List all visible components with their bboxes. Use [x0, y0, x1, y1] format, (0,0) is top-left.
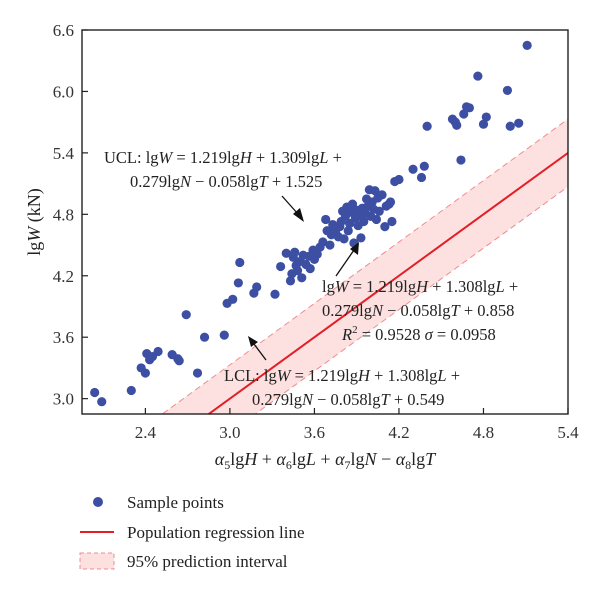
y-tick-label: 3.0	[53, 390, 74, 409]
sample-point	[408, 164, 418, 174]
sample-point	[325, 240, 335, 250]
legend-label-sample-points: Sample points	[127, 493, 224, 512]
sample-point	[339, 234, 349, 244]
sample-point	[374, 206, 384, 216]
ucl-arrow-head	[293, 208, 304, 222]
sample-point	[387, 216, 397, 227]
sample-point	[312, 249, 322, 259]
sample-point	[97, 397, 107, 407]
sample-point	[90, 387, 100, 398]
svg-text:0.279lgN − 0.058lgT + 0.549: 0.279lgN − 0.058lgT + 0.549	[252, 390, 444, 409]
sample-point	[481, 112, 491, 122]
legend-marker-sample-points	[93, 497, 103, 507]
y-axis-title: lgW (kN)	[24, 188, 45, 256]
lcl-annotation: LCL: lgW = 1.219lgH + 1.308lgL + 0.279lg…	[224, 336, 460, 409]
svg-text:lgW = 1.219lgH + 1.308lgL +: lgW = 1.219lgH + 1.308lgL +	[322, 277, 518, 296]
sample-point	[318, 237, 328, 247]
fit-annotation: lgW = 1.219lgH + 1.308lgL + 0.279lgN − 0…	[322, 242, 518, 344]
x-tick-label: 4.2	[388, 423, 409, 442]
svg-text:LCL: lgW = 1.219lgH + 1.308lgL: LCL: lgW = 1.219lgH + 1.308lgL +	[224, 366, 460, 385]
y-tick-label: 6.6	[53, 21, 74, 40]
sample-point	[285, 276, 296, 286]
legend-label-regression-line: Population regression line	[127, 523, 305, 542]
sample-point	[192, 368, 203, 378]
sample-point	[377, 190, 387, 200]
sample-point	[502, 85, 513, 96]
sample-point	[505, 121, 515, 131]
sample-point	[419, 161, 429, 171]
sample-point	[343, 226, 353, 236]
y-tick-label: 5.4	[53, 144, 75, 163]
sample-point	[292, 266, 303, 276]
x-axis-ticks: 2.4 3.0 3.6 4.2 4.8 5.4	[135, 408, 579, 442]
sample-point	[281, 248, 291, 258]
x-tick-label: 2.4	[135, 423, 157, 442]
lcl-arrow-head	[248, 336, 258, 347]
sample-point	[199, 332, 210, 342]
x-axis-title: α5lgH + α6lgL + α7lgN − α8lgT	[215, 449, 437, 472]
y-tick-label: 4.8	[53, 205, 74, 224]
population-regression-line	[207, 152, 568, 414]
sample-point	[394, 174, 404, 185]
ucl-annotation: UCL: lgW = 1.219lgH + 1.309lgL + 0.279lg…	[104, 148, 342, 222]
sample-point	[297, 273, 307, 283]
sample-point	[356, 233, 366, 243]
sample-point	[126, 385, 136, 396]
sample-point	[181, 310, 191, 320]
sample-point	[252, 282, 262, 292]
plot-frame	[81, 29, 569, 415]
sample-point	[233, 278, 243, 288]
fit-arrow	[335, 249, 355, 277]
sample-point	[416, 172, 427, 183]
sample-point	[219, 330, 229, 340]
sample-point	[270, 289, 280, 299]
sample-point	[153, 346, 163, 357]
sample-point	[522, 40, 532, 50]
sample-point	[456, 155, 466, 165]
sample-point	[235, 257, 245, 268]
y-tick-label: 4.2	[53, 267, 74, 286]
legend-marker-prediction-interval	[79, 552, 115, 570]
sample-point	[452, 120, 462, 130]
x-tick-label: 4.8	[473, 423, 494, 442]
sample-point	[464, 103, 474, 113]
y-tick-label: 3.6	[53, 328, 74, 347]
sample-point	[359, 216, 369, 227]
sample-point	[228, 294, 238, 304]
y-axis-ticks: 3.0 3.6 4.2 4.8 5.4 6.0 6.6	[53, 21, 88, 409]
sample-point	[473, 71, 483, 81]
x-tick-label: 5.4	[557, 423, 579, 442]
x-tick-label: 3.6	[304, 423, 325, 442]
lcl-boundary-line	[254, 186, 568, 414]
legend: Sample points Population regression line…	[79, 493, 305, 571]
fit-arrow-head	[350, 242, 359, 255]
svg-text:UCL: lgW = 1.219lgH + 1.309lgL: UCL: lgW = 1.219lgH + 1.309lgL +	[104, 148, 342, 167]
sample-point	[371, 214, 382, 225]
sample-point	[321, 214, 331, 225]
sample-point	[459, 109, 469, 119]
sample-point	[140, 368, 150, 378]
sample-point	[385, 197, 396, 207]
sample-point	[422, 121, 432, 131]
svg-text:R2 = 0.9528 σ = 0.0958: R2 = 0.9528 σ = 0.0958	[341, 324, 496, 344]
sample-point	[290, 247, 300, 257]
x-tick-label: 3.0	[219, 423, 240, 442]
sample-point	[305, 263, 315, 274]
sample-point	[370, 186, 380, 196]
sample-point	[514, 118, 524, 128]
sample-point	[380, 222, 390, 232]
lcl-arrow	[253, 343, 267, 361]
sample-point	[478, 119, 489, 129]
sample-points	[90, 40, 532, 407]
sample-point	[174, 356, 184, 366]
svg-text:0.279lgN − 0.058lgT + 0.858: 0.279lgN − 0.058lgT + 0.858	[322, 301, 514, 320]
svg-text:0.279lgN − 0.058lgT + 1.525: 0.279lgN − 0.058lgT + 1.525	[130, 172, 322, 191]
sample-point	[276, 261, 286, 272]
ucl-arrow	[281, 195, 299, 215]
y-tick-label: 6.0	[53, 82, 74, 101]
legend-label-prediction-interval: 95% prediction interval	[127, 552, 288, 571]
